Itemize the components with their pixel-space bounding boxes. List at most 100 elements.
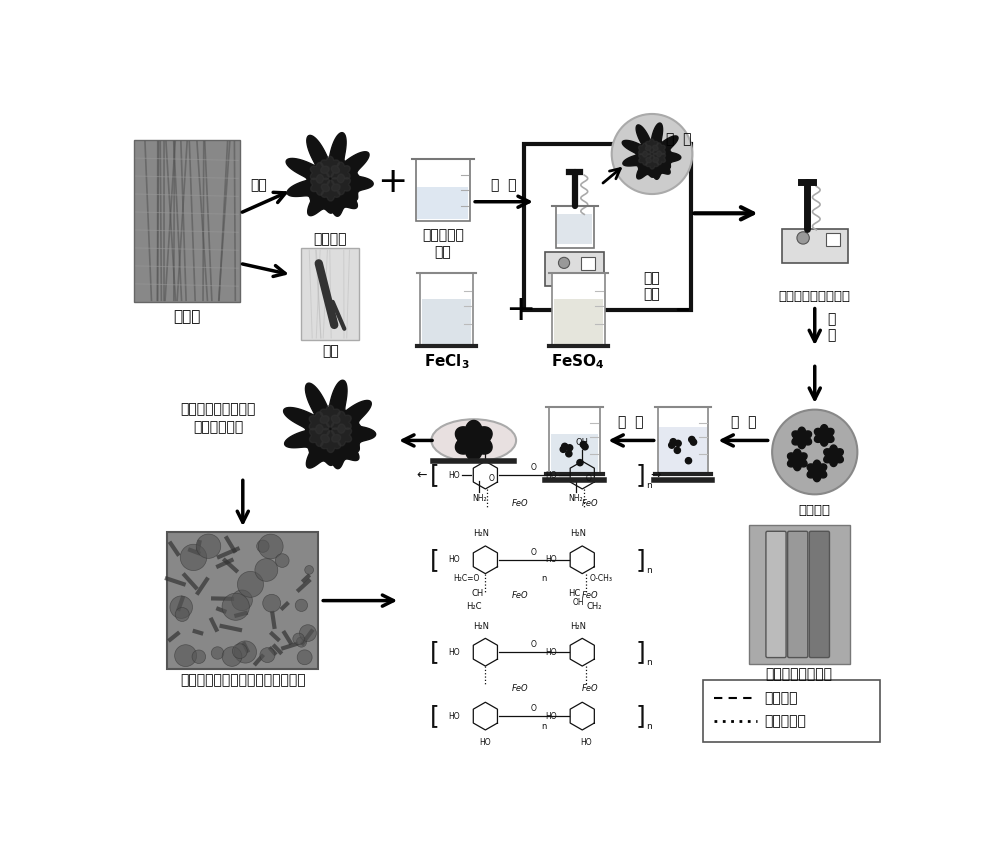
Circle shape: [175, 645, 197, 667]
Circle shape: [222, 593, 249, 620]
Circle shape: [690, 439, 697, 446]
Text: H₂N: H₂N: [474, 622, 490, 631]
Circle shape: [232, 590, 252, 611]
Text: CH₂: CH₂: [586, 602, 602, 612]
Circle shape: [560, 446, 566, 452]
Text: FeO: FeO: [582, 499, 598, 508]
Text: [: [: [430, 704, 440, 728]
Circle shape: [211, 647, 224, 659]
Bar: [554, 298, 603, 345]
Text: HO: HO: [448, 711, 460, 721]
Polygon shape: [320, 405, 340, 427]
Text: 生物质: 生物质: [173, 309, 201, 324]
Text: HO: HO: [580, 738, 592, 747]
Text: 搅  拌: 搅 拌: [666, 132, 691, 147]
Text: 氢键作用: 氢键作用: [764, 691, 798, 706]
Polygon shape: [286, 133, 373, 216]
Text: FeO: FeO: [512, 499, 529, 508]
Polygon shape: [788, 449, 807, 471]
Polygon shape: [824, 445, 843, 467]
Polygon shape: [807, 460, 827, 482]
Text: HO: HO: [545, 648, 557, 656]
Polygon shape: [310, 424, 329, 446]
Text: ]: ]: [636, 463, 645, 487]
Polygon shape: [321, 430, 341, 452]
FancyBboxPatch shape: [545, 252, 604, 286]
Text: 壳聚糖乙酸
溶液: 壳聚糖乙酸 溶液: [422, 229, 464, 259]
Circle shape: [293, 633, 304, 645]
Circle shape: [675, 440, 681, 446]
Text: [: [: [430, 640, 440, 664]
Circle shape: [260, 648, 275, 662]
Circle shape: [297, 650, 312, 665]
Circle shape: [222, 647, 242, 667]
Polygon shape: [814, 424, 834, 446]
Polygon shape: [653, 143, 665, 157]
Text: HO: HO: [545, 711, 557, 721]
Text: H₂C=O: H₂C=O: [453, 573, 479, 583]
Text: 亚甲基蓝吸附试验: 亚甲基蓝吸附试验: [766, 667, 833, 682]
Text: ]: ]: [636, 640, 645, 664]
Text: [: [: [430, 463, 440, 487]
Text: 加入浓氨水和交联剂: 加入浓氨水和交联剂: [779, 291, 851, 303]
Text: n: n: [541, 573, 546, 583]
Bar: [581, 257, 595, 270]
Text: FeO: FeO: [582, 591, 598, 601]
Circle shape: [612, 114, 692, 194]
FancyBboxPatch shape: [782, 229, 848, 263]
Text: H₂N: H₂N: [570, 622, 586, 631]
FancyBboxPatch shape: [809, 531, 829, 657]
Text: +: +: [377, 165, 408, 200]
Circle shape: [192, 650, 206, 663]
FancyBboxPatch shape: [549, 407, 600, 474]
Circle shape: [580, 441, 586, 447]
Polygon shape: [331, 412, 351, 434]
Polygon shape: [332, 174, 350, 195]
FancyBboxPatch shape: [749, 525, 850, 664]
Circle shape: [257, 540, 269, 552]
Circle shape: [299, 625, 316, 641]
FancyBboxPatch shape: [556, 207, 594, 248]
Polygon shape: [309, 412, 329, 434]
Polygon shape: [284, 380, 376, 468]
Polygon shape: [639, 152, 651, 165]
Text: n: n: [541, 722, 546, 731]
Text: 碳化: 碳化: [251, 179, 267, 192]
Polygon shape: [332, 424, 352, 446]
Text: O: O: [531, 640, 537, 649]
FancyBboxPatch shape: [167, 532, 318, 669]
Text: CH: CH: [472, 589, 484, 598]
Text: HO: HO: [448, 471, 460, 479]
Text: OH: OH: [479, 439, 492, 447]
Text: O: O: [586, 474, 591, 484]
Circle shape: [577, 460, 583, 466]
FancyBboxPatch shape: [766, 531, 786, 657]
Circle shape: [797, 232, 809, 244]
Circle shape: [175, 607, 189, 622]
Text: H₂N: H₂N: [474, 529, 490, 538]
Text: 呈网状结构的壳聚糖纳米磁性颗粒: 呈网状结构的壳聚糖纳米磁性颗粒: [180, 673, 306, 687]
Text: $\mathbf{FeSO_4}$: $\mathbf{FeSO_4}$: [551, 352, 605, 371]
Bar: [557, 214, 592, 244]
Polygon shape: [321, 156, 340, 177]
Polygon shape: [310, 163, 329, 183]
Circle shape: [295, 599, 308, 612]
Text: ]: ]: [636, 548, 645, 572]
Text: n: n: [647, 722, 652, 731]
Text: HO: HO: [545, 556, 557, 564]
Circle shape: [305, 566, 314, 574]
Polygon shape: [311, 174, 330, 196]
Circle shape: [234, 641, 257, 663]
Polygon shape: [622, 123, 681, 180]
Text: HO: HO: [480, 738, 491, 747]
Polygon shape: [792, 427, 812, 449]
Text: ←: ←: [417, 468, 427, 482]
Text: HC: HC: [568, 589, 581, 598]
Circle shape: [566, 451, 572, 457]
Text: FeO: FeO: [512, 591, 529, 601]
Circle shape: [237, 572, 264, 597]
Circle shape: [296, 637, 307, 647]
Text: [: [: [430, 548, 440, 572]
Text: NH₂: NH₂: [472, 495, 486, 503]
Circle shape: [180, 545, 207, 571]
